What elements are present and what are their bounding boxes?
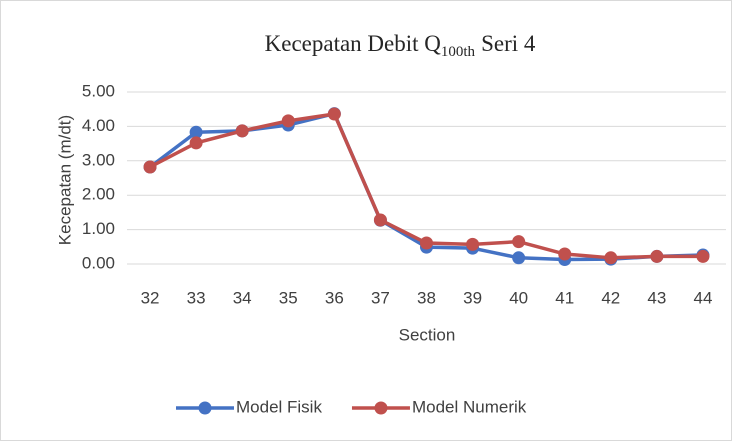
- x-tick-label: 33: [187, 288, 206, 307]
- x-axis-label: Section: [399, 325, 456, 344]
- x-tick-label: 44: [694, 288, 713, 307]
- y-axis-label: Kecepatan (m/dt): [55, 115, 74, 245]
- title-subscript: 100th: [441, 44, 476, 60]
- legend-label: Model Numerik: [412, 397, 527, 416]
- legend-label: Model Fisik: [236, 397, 322, 416]
- x-tick-label: 34: [233, 288, 252, 307]
- data-point: [696, 249, 710, 263]
- x-tick-label: 43: [647, 288, 666, 307]
- chart-title: Kecepatan Debit Q100th Seri 4: [265, 31, 536, 60]
- x-tick-label: 40: [509, 288, 528, 307]
- data-point: [466, 237, 480, 251]
- x-tick-label: 41: [555, 288, 574, 307]
- x-tick-label: 36: [325, 288, 344, 307]
- y-tick-label: 2.00: [82, 185, 115, 204]
- x-tick-label: 32: [141, 288, 160, 307]
- y-tick-label: 5.00: [82, 81, 115, 100]
- data-point: [373, 213, 387, 227]
- data-point: [281, 114, 295, 128]
- x-tick-label: 37: [371, 288, 390, 307]
- data-point: [558, 247, 572, 261]
- y-tick-label: 4.00: [82, 116, 115, 135]
- x-tick-label: 39: [463, 288, 482, 307]
- title-main: Kecepatan Debit Q: [265, 31, 442, 56]
- legend-marker: [374, 401, 388, 415]
- y-tick-label: 1.00: [82, 219, 115, 238]
- x-tick-label: 35: [279, 288, 298, 307]
- data-point: [143, 160, 157, 174]
- data-point: [512, 251, 526, 265]
- data-point: [604, 251, 618, 265]
- data-point: [189, 125, 203, 139]
- data-point: [327, 107, 341, 121]
- data-point: [650, 249, 664, 263]
- y-tick-label: 3.00: [82, 150, 115, 169]
- x-tick-label: 42: [601, 288, 620, 307]
- title-rest: Seri 4: [481, 31, 536, 56]
- legend-marker: [198, 401, 212, 415]
- y-tick-label: 0.00: [82, 253, 115, 272]
- data-point: [235, 124, 249, 138]
- data-point: [512, 235, 526, 249]
- data-point: [420, 236, 433, 250]
- x-tick-label: 38: [417, 288, 436, 307]
- data-point: [189, 136, 203, 150]
